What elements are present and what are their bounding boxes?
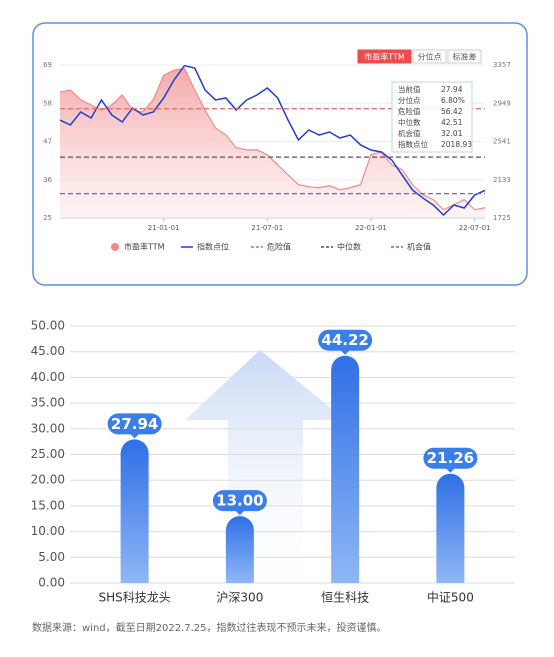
tab[interactable] xyxy=(357,49,412,64)
info-box xyxy=(391,81,473,153)
stat-label: 中位数 xyxy=(398,117,421,127)
bar xyxy=(436,473,465,583)
y2-tick-label: 2949 xyxy=(493,99,511,107)
y-tick-label: 47 xyxy=(43,138,52,146)
y2-tick-label: 1725 xyxy=(493,214,511,222)
y-tick-label: 30.00 xyxy=(31,421,65,435)
legend-label: 市盈率TTM xyxy=(124,242,165,252)
y-tick-label: 50.00 xyxy=(31,319,65,333)
line xyxy=(59,67,486,211)
y-tick-label: 35.00 xyxy=(31,396,65,410)
y-tick-label: 25.00 xyxy=(31,447,65,461)
y2-tick-label: 2133 xyxy=(493,176,511,184)
y-tick-label: 20.00 xyxy=(31,473,65,487)
stat-label: 危险值 xyxy=(398,106,421,116)
y-tick-label: 15.00 xyxy=(31,498,65,512)
stat-label: 分位点 xyxy=(398,95,421,105)
x-tick-label: 沪深300 xyxy=(216,591,263,605)
x-tick-label: 恒生科技 xyxy=(321,591,369,605)
stat-label: 机会值 xyxy=(398,128,421,138)
legend-swatch xyxy=(111,243,119,251)
stat-label: 当前值 xyxy=(398,84,421,94)
x-tick-label: SHS科技龙头 xyxy=(98,591,170,605)
value-label: 21.26 xyxy=(427,449,474,467)
stat-value: 2018.93 xyxy=(441,140,472,149)
x-tick-label: 21-07-01 xyxy=(251,224,283,232)
x-tick-label: 21-01-01 xyxy=(148,224,180,232)
tab-label[interactable]: 市盈率TTM xyxy=(364,52,405,62)
stat-label: 指数点位 xyxy=(398,139,428,149)
footer: 数据来源：wind，截至日期2022.7.25，指数过往表现不预示未来，投资谨慎… xyxy=(32,621,387,634)
bar xyxy=(120,439,149,583)
tab-label[interactable]: 分位点 xyxy=(418,52,442,62)
tab-label[interactable]: 标准差 xyxy=(453,52,477,62)
legend-label: 危险值 xyxy=(267,242,291,252)
y-tick-label: 10.00 xyxy=(31,524,65,538)
y-tick-label: 69 xyxy=(43,61,52,69)
value-bubble-tip xyxy=(234,510,245,516)
value-bubble xyxy=(318,329,373,351)
y-tick-label: 58 xyxy=(43,99,52,107)
stat-value: 6.80% xyxy=(441,96,465,105)
legend-label: 指数点位 xyxy=(197,242,229,252)
value-bubble xyxy=(423,447,478,469)
tab[interactable] xyxy=(412,49,447,64)
stat-value: 56.42 xyxy=(441,107,463,116)
line xyxy=(59,64,486,217)
value-bubble-tip xyxy=(340,349,351,355)
area xyxy=(60,68,485,219)
value-label: 27.94 xyxy=(111,415,158,433)
y2-tick-label: 3357 xyxy=(493,61,511,69)
stat-value: 32.01 xyxy=(441,129,463,138)
x-tick-label: 中证500 xyxy=(427,590,474,605)
y-tick-label: 0.00 xyxy=(38,576,65,590)
value-bubble xyxy=(107,413,162,435)
stat-value: 42.51 xyxy=(441,118,463,127)
x-tick-label: 22-07-01 xyxy=(459,224,491,232)
value-bubble-tip xyxy=(445,467,456,473)
x-tick-label: 22-01-01 xyxy=(355,224,387,232)
value-label: 44.22 xyxy=(321,331,368,349)
value-bubble-tip xyxy=(129,433,140,439)
y2-tick-label: 2541 xyxy=(493,138,511,146)
stat-value: 27.94 xyxy=(441,85,463,94)
legend-label: 机会值 xyxy=(407,242,431,252)
y-tick-label: 40.00 xyxy=(31,370,65,384)
arrow-decoration xyxy=(185,350,345,583)
y-tick-label: 5.00 xyxy=(38,550,65,564)
bar xyxy=(225,516,254,583)
y-tick-label: 25 xyxy=(43,214,52,222)
bar xyxy=(331,355,360,583)
value-bubble xyxy=(212,490,267,512)
tab[interactable] xyxy=(447,49,482,64)
y-tick-label: 45.00 xyxy=(31,344,65,358)
legend-label: 中位数 xyxy=(337,242,361,252)
value-label: 13.00 xyxy=(216,492,263,510)
y-tick-label: 36 xyxy=(43,176,52,184)
